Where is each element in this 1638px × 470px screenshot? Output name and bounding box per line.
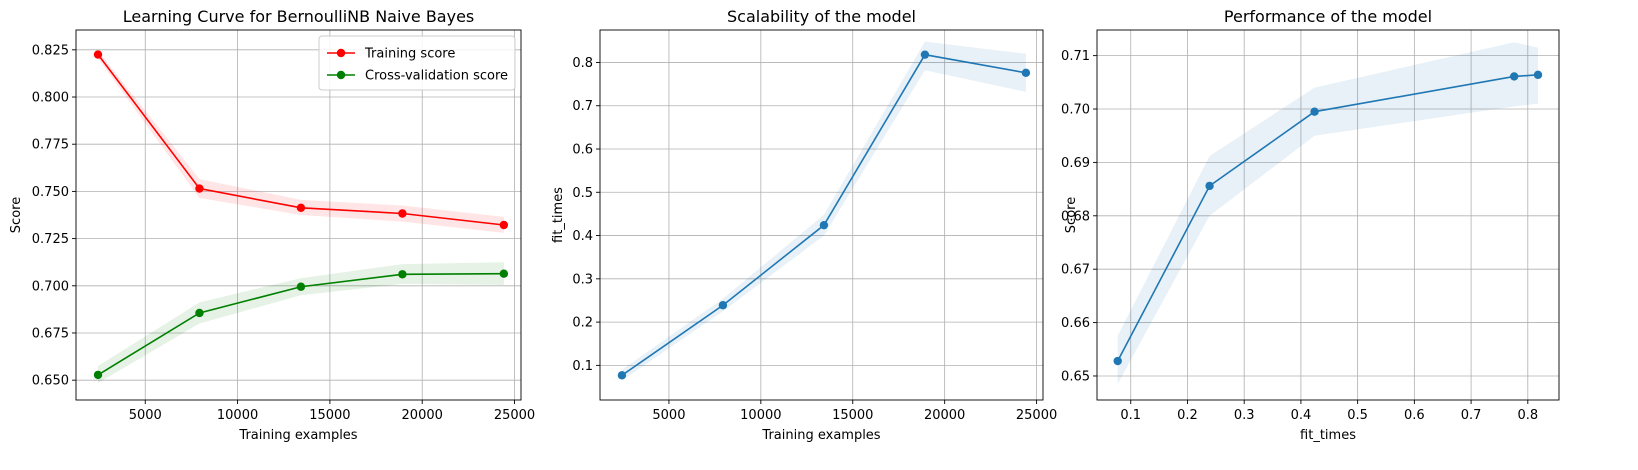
y-tick-label: 0.800 bbox=[32, 91, 69, 106]
y-tick-label: 0.7 bbox=[572, 99, 593, 114]
chart-title: Learning Curve for BernoulliNB Naive Bay… bbox=[123, 7, 475, 26]
legend-marker bbox=[336, 70, 346, 80]
data-point bbox=[1509, 72, 1519, 81]
x-tick-label: 0.4 bbox=[1291, 408, 1312, 423]
data-point bbox=[1310, 107, 1319, 116]
x-tick-label: 0.5 bbox=[1347, 408, 1368, 423]
data-point bbox=[1533, 70, 1543, 80]
data-point bbox=[718, 301, 728, 310]
y-tick-label: 0.750 bbox=[32, 185, 69, 200]
y-tick-label: 0.650 bbox=[32, 374, 69, 389]
x-tick-label: 0.7 bbox=[1461, 408, 1482, 423]
chart-title: Scalability of the model bbox=[727, 7, 916, 26]
confidence-band bbox=[1117, 42, 1539, 384]
data-point bbox=[819, 220, 829, 230]
legend-label: Cross-validation score bbox=[365, 69, 508, 84]
data-point bbox=[499, 220, 509, 230]
data-point bbox=[617, 371, 627, 380]
y-tick-label: 0.67 bbox=[1061, 263, 1090, 278]
y-tick-label: 0.5 bbox=[572, 186, 593, 201]
data-point bbox=[195, 184, 204, 193]
x-axis-label: fit_times bbox=[1300, 428, 1356, 443]
axes-frame bbox=[1096, 29, 1560, 401]
x-tick-label: 25000 bbox=[494, 408, 535, 423]
data-point bbox=[499, 269, 509, 278]
data-point bbox=[296, 282, 306, 291]
chart-3: 0.1 0.2 0.3 0.4 0.5 0.6 0.7 0.8 0.65 0.66 0.67 0.68… bbox=[1061, 7, 1560, 443]
data-point bbox=[296, 203, 306, 213]
x-tick-label: 5000 bbox=[129, 408, 162, 423]
y-tick-label: 0.775 bbox=[32, 138, 69, 153]
x-tick-label: 0.8 bbox=[1517, 408, 1538, 423]
y-axis-label: Score bbox=[1064, 197, 1079, 233]
y-tick-label: 0.675 bbox=[32, 326, 69, 341]
data-point bbox=[93, 370, 103, 380]
legend-label: Training score bbox=[364, 47, 455, 62]
data-point bbox=[195, 308, 204, 318]
y-tick-label: 0.825 bbox=[32, 43, 69, 58]
x-tick-label: 0.1 bbox=[1120, 408, 1141, 423]
y-tick-label: 0.66 bbox=[1061, 316, 1090, 331]
y-tick-label: 0.700 bbox=[32, 279, 69, 294]
y-tick-label: 0.68 bbox=[1061, 209, 1090, 224]
axes-frame bbox=[75, 29, 522, 401]
chart-title: Performance of the model bbox=[1224, 7, 1432, 26]
confidence-band bbox=[98, 262, 504, 384]
x-tick-label: 25000 bbox=[1016, 408, 1057, 423]
y-axis-label: fit_times bbox=[551, 187, 566, 243]
x-tick-label: 5000 bbox=[652, 408, 685, 423]
y-tick-label: 0.70 bbox=[1061, 103, 1090, 118]
data-point bbox=[93, 50, 103, 59]
x-tick-label: 0.2 bbox=[1177, 408, 1198, 423]
legend-marker bbox=[336, 48, 346, 58]
confidence-band bbox=[621, 41, 1026, 381]
x-tick-label: 0.6 bbox=[1404, 408, 1425, 423]
data-point bbox=[1021, 68, 1031, 78]
x-tick-label: 0.3 bbox=[1234, 408, 1255, 423]
x-tick-label: 20000 bbox=[924, 408, 965, 423]
x-tick-label: 10000 bbox=[217, 408, 258, 423]
x-tick-label: 15000 bbox=[832, 408, 873, 423]
y-tick-label: 0.65 bbox=[1061, 369, 1090, 384]
y-tick-label: 0.71 bbox=[1061, 49, 1090, 64]
data-point bbox=[398, 209, 407, 218]
y-tick-label: 0.6 bbox=[572, 143, 593, 158]
data-point bbox=[920, 50, 930, 59]
chart-1: 5000 10000 15000 20000 25000 0.650 0.675 0.700 0… bbox=[9, 7, 535, 443]
y-tick-label: 0.725 bbox=[32, 232, 69, 247]
chart-2: 5000 10000 15000 20000 25000 0.1 0.2 0.3 0.4 0.5 0… bbox=[551, 7, 1057, 443]
y-tick-label: 0.3 bbox=[572, 272, 593, 287]
legend: Training score Cross-validation score bbox=[318, 35, 516, 91]
data-point bbox=[1113, 356, 1122, 366]
x-axis-label: Training examples bbox=[238, 428, 357, 443]
x-tick-label: 20000 bbox=[402, 408, 443, 423]
data-point bbox=[1205, 181, 1214, 191]
y-axis-label: Score bbox=[9, 197, 24, 233]
y-tick-label: 0.2 bbox=[572, 316, 593, 331]
data-point bbox=[398, 270, 407, 279]
x-axis-label: Training examples bbox=[761, 428, 880, 443]
y-tick-label: 0.69 bbox=[1061, 156, 1090, 171]
x-tick-label: 10000 bbox=[740, 408, 781, 423]
legend-frame bbox=[318, 35, 516, 91]
y-tick-label: 0.8 bbox=[572, 56, 593, 71]
axes-frame bbox=[599, 29, 1044, 401]
y-tick-label: 0.4 bbox=[572, 229, 593, 244]
y-tick-label: 0.1 bbox=[572, 359, 593, 374]
x-tick-label: 15000 bbox=[309, 408, 350, 423]
